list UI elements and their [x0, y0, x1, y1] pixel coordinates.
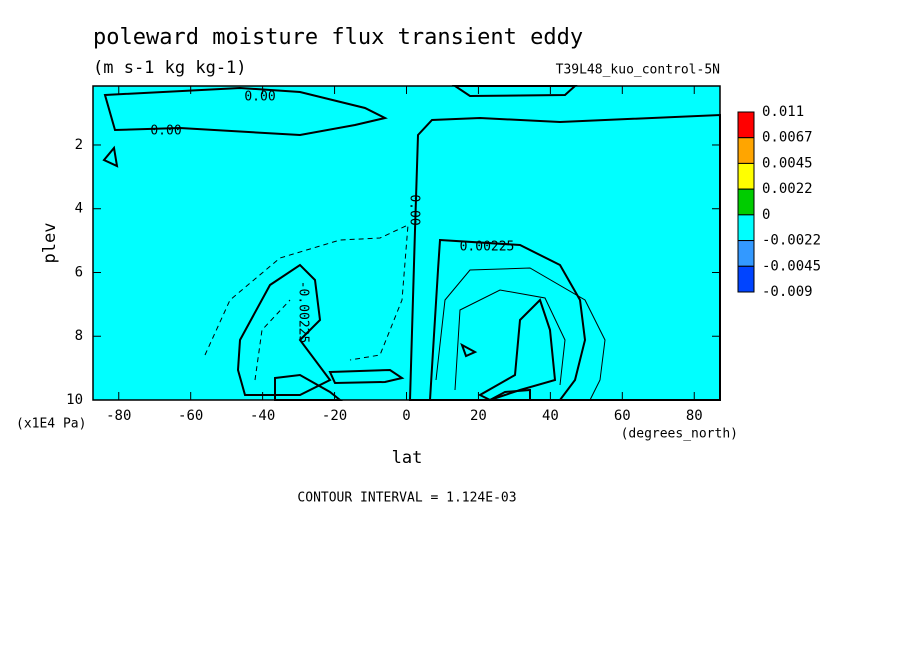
colorbar-bin	[737, 111, 755, 139]
x-tick-label: -80	[106, 408, 131, 424]
region	[328, 368, 405, 385]
contour-line	[454, 289, 566, 391]
y-units: (x1E4 Pa)	[16, 417, 86, 432]
x-tick-label: 40	[542, 408, 559, 424]
y-tick-label: 6	[75, 264, 83, 280]
colorbar-label: -0.0022	[762, 233, 821, 249]
region	[428, 238, 587, 401]
dataset: T39L48_kuo_control-5N	[556, 63, 720, 78]
contour-label: 0.00	[150, 124, 181, 139]
colorbar-bin	[737, 137, 755, 164]
colorbar-label: 0.0022	[762, 181, 813, 197]
region	[460, 342, 478, 358]
colorbar-label: -0.0045	[762, 258, 821, 274]
colorbar-bin	[737, 214, 755, 242]
colorbar-label: 0.0067	[762, 130, 813, 146]
x-tick-label: 0	[402, 408, 410, 424]
colorbar-bin	[737, 265, 755, 293]
footer: CONTOUR INTERVAL = 1.124E-03	[297, 491, 516, 506]
y-tick-label: 8	[75, 328, 83, 344]
chart-title: poleward moisture flux transient eddy	[93, 25, 583, 50]
colorbar-bin	[737, 162, 755, 190]
colorbar-label: -0.009	[762, 284, 813, 300]
x-tick-label: 20	[470, 408, 487, 424]
units: (m s-1 kg kg-1)	[93, 58, 247, 78]
x-tick-label: 80	[686, 408, 703, 424]
plot-area: 0.00 0.00 0.00 0.00225 -0.00225	[92, 85, 721, 402]
y-tick-label: 2	[75, 137, 83, 153]
x-tick-label: -60	[178, 408, 203, 424]
contour-label: 0.00	[407, 194, 422, 225]
colorbar-label: 0	[762, 207, 770, 223]
contour-line	[435, 267, 606, 401]
y-tick-label: 4	[75, 201, 83, 217]
region	[93, 86, 720, 400]
contour-label: -0.00225	[296, 281, 311, 344]
contour-line	[204, 224, 409, 361]
x-units: (degrees_north)	[621, 427, 738, 442]
contour-label: 0.00225	[460, 240, 515, 255]
region	[102, 145, 119, 168]
contour-label: 0.00	[244, 90, 275, 105]
colorbar-bin	[737, 188, 755, 216]
x-tick-label: -20	[322, 408, 347, 424]
region	[103, 86, 388, 137]
x-tick-label: 60	[614, 408, 631, 424]
colorbar-label: 0.011	[762, 104, 804, 120]
colorbar-label: 0.0045	[762, 155, 813, 171]
x-tick-label: -40	[250, 408, 275, 424]
y-tick-label: 10	[66, 392, 83, 408]
y-axis-label: plev	[40, 223, 60, 264]
region	[236, 263, 332, 396]
colorbar-bin	[737, 240, 755, 267]
x-axis-label: lat	[392, 448, 423, 468]
